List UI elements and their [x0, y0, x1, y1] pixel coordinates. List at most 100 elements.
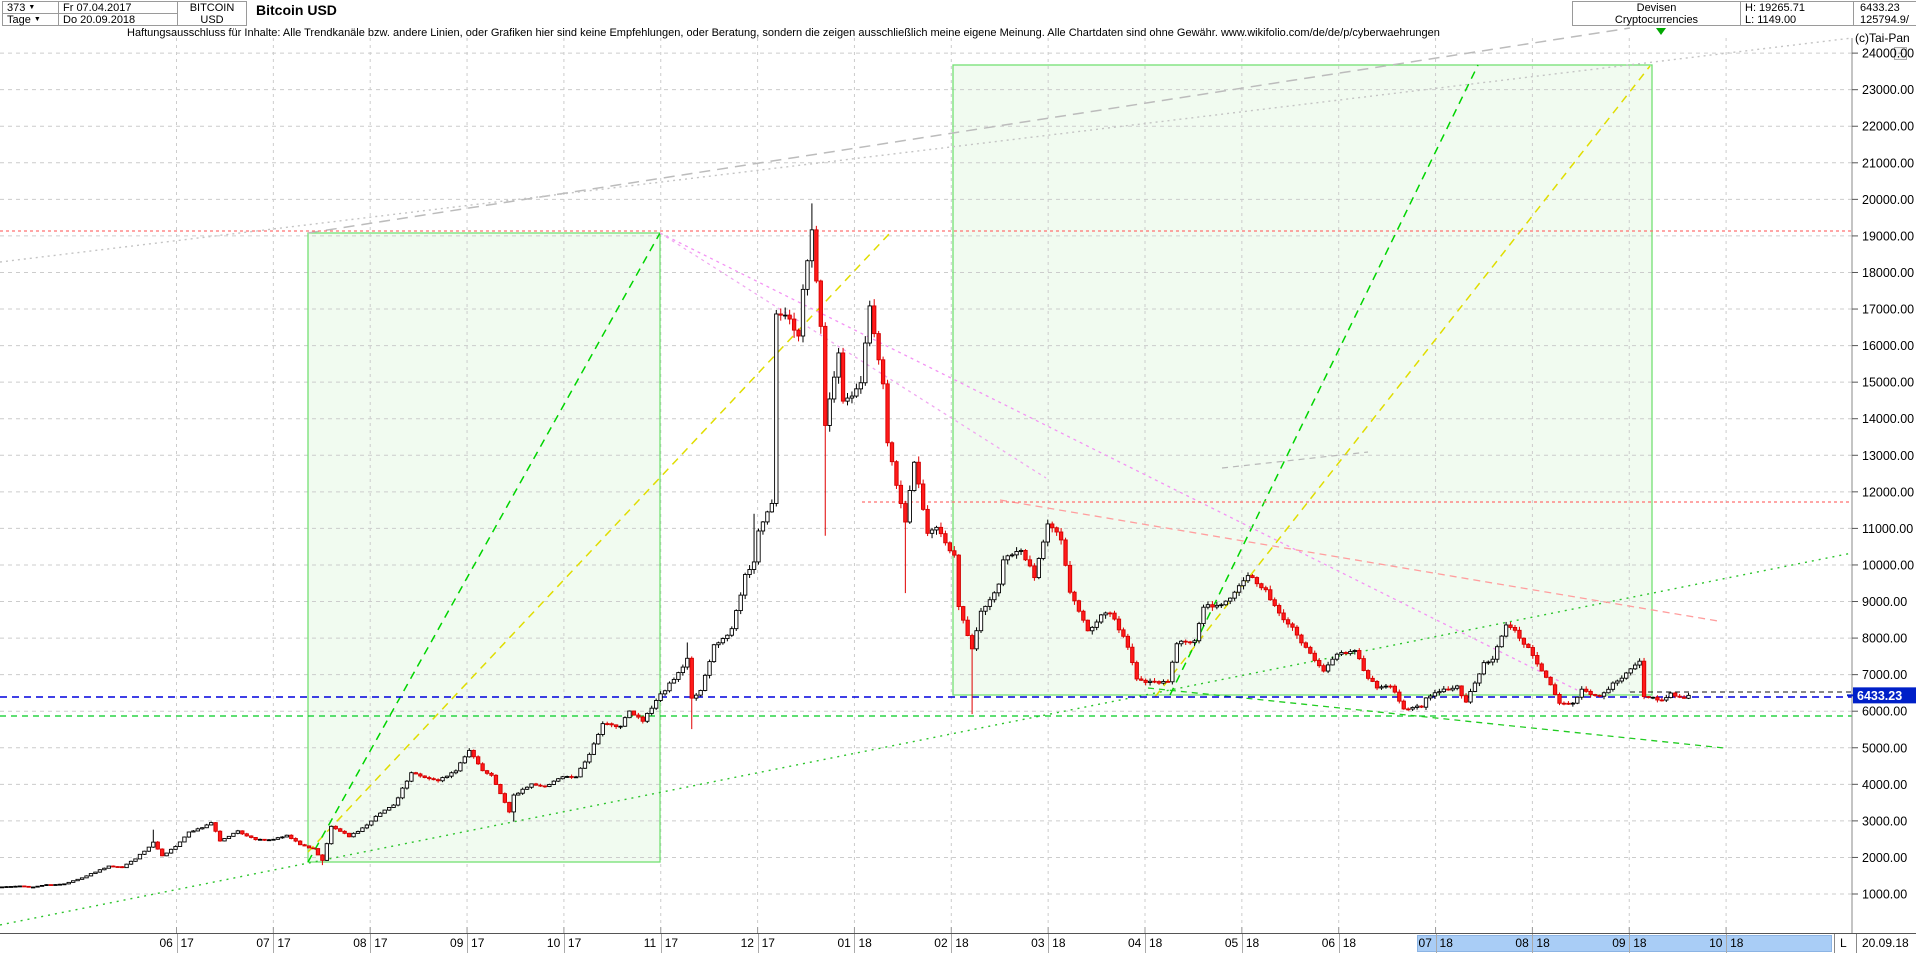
candle-body [747, 569, 752, 575]
candle-body [1023, 549, 1028, 561]
candle-body [658, 693, 663, 701]
candle-body [240, 830, 245, 835]
candle-body [760, 521, 766, 532]
candle-body [774, 313, 779, 504]
candle-body [1187, 641, 1193, 644]
candle-body [191, 830, 196, 833]
candle-body [783, 314, 788, 317]
candle-body [1397, 691, 1402, 702]
candle-body [1423, 697, 1429, 708]
candle-body [1463, 695, 1469, 703]
collapse-button[interactable]: − [1894, 47, 1907, 60]
candle-body [622, 717, 628, 727]
candle-body [133, 858, 138, 862]
candle-body [876, 333, 881, 361]
candle-body [1067, 564, 1073, 593]
candle-body [298, 840, 303, 846]
candle-body [702, 674, 708, 691]
period-dropdown[interactable]: Tage ▼ [2, 13, 59, 26]
candle-body [751, 561, 757, 570]
candle-body [1379, 686, 1384, 689]
candle-body [943, 533, 948, 544]
candle-body [160, 848, 165, 857]
quote-cell: 6433.23 125794.9/ [1853, 1, 1916, 26]
candle-body [1259, 583, 1264, 589]
candle-body [1548, 676, 1553, 686]
candle-body [338, 828, 343, 832]
candle-body [649, 707, 654, 714]
candle-body [1370, 677, 1375, 682]
y-axis-label: 10000.00 [1862, 558, 1914, 572]
candle-body [849, 395, 855, 399]
y-axis-label: 19000.00 [1862, 229, 1914, 243]
candle-body [818, 280, 823, 327]
time-axis-bar: 06 17 07 17 08 17 09 17 10 17 11 17 12 17 01 18 02 18 03 18… [0, 933, 1916, 953]
market-category-cell: Devisen Cryptocurrencies [1572, 1, 1741, 26]
candle-body [676, 672, 681, 680]
y-axis-label: 8000.00 [1862, 632, 1907, 646]
candle-body [1499, 635, 1504, 648]
year-label: 18 [1536, 936, 1550, 950]
candle-body [1303, 642, 1309, 648]
candle-body [1299, 634, 1304, 644]
candle-body [364, 824, 370, 829]
month-label: 06 [1321, 936, 1336, 950]
candle-body [1477, 673, 1482, 684]
candle-body [1410, 706, 1415, 710]
candle-body [346, 832, 352, 838]
candle-body [173, 846, 178, 850]
price-marker-value: 6433.23 [1857, 689, 1902, 703]
candle-body [1045, 523, 1050, 543]
candle-body [182, 836, 187, 843]
candle-body [858, 382, 864, 390]
candle-body [458, 762, 463, 772]
candle-body [1308, 646, 1313, 654]
candle-body [1664, 697, 1669, 701]
candle-body [711, 644, 717, 663]
year-label: 17 [277, 936, 291, 950]
candle-body [1330, 658, 1335, 666]
trend-box-border [952, 64, 1653, 696]
month-tick-divider [1338, 934, 1340, 953]
candle-body [271, 838, 276, 841]
year-label: 18 [1439, 936, 1453, 950]
date-to-value: Do 20.09.2018 [63, 13, 136, 26]
y-axis-label: 11000.00 [1862, 522, 1913, 536]
candle-body [1147, 680, 1153, 683]
candle-body [1535, 655, 1540, 665]
candle-body [1085, 619, 1090, 632]
candle-body [836, 352, 841, 378]
candle-body [333, 825, 338, 830]
candle-body [685, 657, 690, 668]
candle-body [1575, 696, 1580, 704]
candle-body [1063, 539, 1068, 566]
candle-body [1050, 523, 1055, 529]
candle-body [961, 606, 966, 621]
year-label: 18 [955, 936, 969, 950]
candle-body [409, 772, 414, 782]
trend-box-border [307, 232, 661, 863]
candle-body [1134, 662, 1139, 680]
candle-body [582, 761, 588, 769]
date-to-field[interactable]: Do 20.09.2018 [58, 13, 178, 26]
candle-body [1339, 652, 1344, 655]
symbol-cell: BITCOIN USD [177, 1, 247, 26]
year-label: 18 [1342, 936, 1357, 950]
candle-body [1406, 708, 1411, 711]
candle-body [863, 342, 868, 384]
candle-body [1268, 589, 1273, 601]
candle-body [1432, 692, 1438, 697]
candle-body [177, 841, 183, 847]
candle-body [1628, 668, 1633, 674]
candle-body [1312, 652, 1317, 661]
candle-body [573, 776, 579, 779]
month-tick-divider [854, 934, 856, 953]
month-label: 05 [1224, 936, 1239, 950]
candle-body [0, 886, 5, 889]
market-subsegment: Cryptocurrencies [1614, 13, 1699, 26]
candle-body [57, 883, 63, 886]
candle-body [400, 787, 405, 799]
candle-body [1655, 696, 1660, 701]
candle-body [1539, 663, 1544, 672]
